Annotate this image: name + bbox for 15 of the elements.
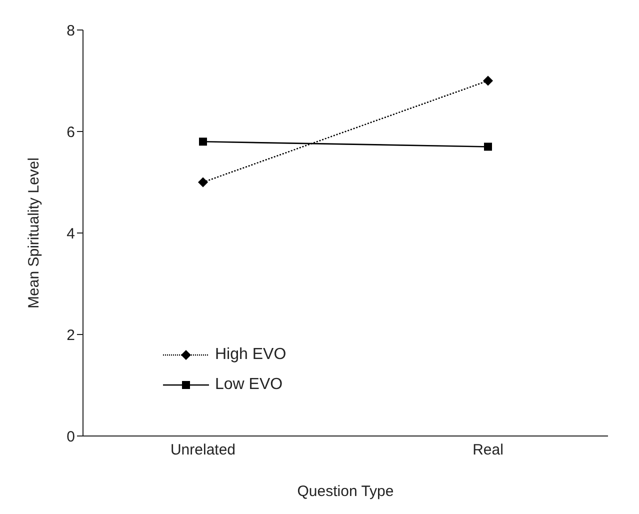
- x-axis-title: Question Type: [297, 483, 394, 500]
- point: [198, 177, 208, 188]
- legend-label: High EVO: [215, 346, 286, 364]
- point: [483, 76, 493, 86]
- y-tick-label: 2: [66, 326, 75, 344]
- y-tick-label: 4: [66, 225, 75, 242]
- y-tick-label: 8: [66, 22, 75, 40]
- point: [199, 138, 207, 146]
- y-tick-label: 0: [66, 428, 75, 446]
- x-tick-label: Unrelated: [170, 442, 236, 459]
- legend-label: Low EVO: [215, 376, 283, 394]
- y-axis-title: Mean Spirituality Level: [25, 158, 42, 308]
- y-tick-label: 6: [66, 124, 75, 141]
- x-tick-label: Real: [472, 442, 504, 459]
- point: [484, 142, 492, 151]
